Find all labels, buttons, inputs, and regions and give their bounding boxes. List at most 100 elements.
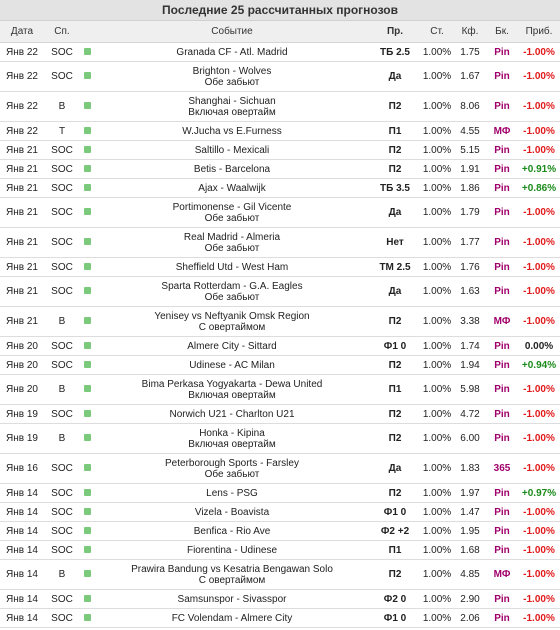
row-bookmaker[interactable]: Pin	[486, 404, 518, 424]
row-bookmaker[interactable]: Pin	[486, 483, 518, 503]
table-row[interactable]: Янв 22 SOC Granada CF - Atl. Madrid ТБ 2.5 1…	[0, 42, 560, 62]
row-event[interactable]: Saltillo - Mexicali	[94, 140, 370, 160]
event-name[interactable]: Udinese - AC Milan	[189, 359, 275, 371]
table-row[interactable]: Янв 16 SOC Peterborough Sports - Farsley Об…	[0, 453, 560, 484]
row-bookmaker[interactable]: Pin	[486, 540, 518, 560]
table-row[interactable]: Янв 14 B Prawira Bandung vs Kesatria Benga…	[0, 559, 560, 590]
row-bookmaker[interactable]: Pin	[486, 159, 518, 179]
event-name[interactable]: Bima Perkasa Yogyakarta - Dewa United	[141, 378, 323, 390]
row-event[interactable]: Brighton - Wolves Обе забьют	[94, 61, 370, 92]
table-row[interactable]: Янв 14 SOC Samsunspor - Sivasspor Ф2 0 1.00%…	[0, 589, 560, 609]
row-bookmaker[interactable]: Pin	[486, 178, 518, 198]
table-row[interactable]: Янв 22 B Shanghai - Sichuan Включая овертай…	[0, 91, 560, 122]
row-event[interactable]: Sheffield Utd - West Ham	[94, 257, 370, 277]
event-name[interactable]: Fiorentina - Udinese	[186, 544, 278, 556]
row-bookmaker[interactable]: МФ	[486, 559, 518, 590]
table-row[interactable]: Янв 20 B Bima Perkasa Yogyakarta - Dewa Un…	[0, 374, 560, 405]
row-bookmaker[interactable]: Pin	[486, 140, 518, 160]
event-name[interactable]: Prawira Bandung vs Kesatria Bengawan Sol…	[131, 563, 333, 575]
table-row[interactable]: Янв 21 SOC Portimonense - Gil Vicente Обе з…	[0, 197, 560, 228]
row-bookmaker[interactable]: Pin	[486, 257, 518, 277]
table-row[interactable]: Янв 14 SOC Fiorentina - Udinese П1 1.00% 1.68…	[0, 540, 560, 560]
event-name[interactable]: Saltillo - Mexicali	[194, 144, 270, 156]
table-row[interactable]: Янв 22 T W.Jucha vs E.Furness П1 1.00% 4.55 МФ…	[0, 121, 560, 141]
row-bookmaker[interactable]: МФ	[486, 306, 518, 337]
row-event[interactable]: Almere City - Sittard	[94, 336, 370, 356]
row-event[interactable]: Samsunspor - Sivasspor	[94, 589, 370, 609]
row-event[interactable]: Prawira Bandung vs Kesatria Bengawan Sol…	[94, 559, 370, 590]
row-event[interactable]: Granada CF - Atl. Madrid	[94, 42, 370, 62]
event-name[interactable]: Benfica - Rio Ave	[193, 525, 271, 537]
row-event[interactable]: Norwich U21 - Charlton U21	[94, 404, 370, 424]
row-event[interactable]: Sparta Rotterdam - G.A. Eagles Обе забьют	[94, 276, 370, 307]
table-row[interactable]: Янв 21 SOC Saltillo - Mexicali П2 1.00% 5.15 P…	[0, 140, 560, 160]
table-row[interactable]: Янв 21 SOC Ajax - Waalwijk ТБ 3.5 1.00% 1.86 P…	[0, 178, 560, 198]
table-row[interactable]: Янв 19 B Honka - Kipina Включая овертайм П2 1…	[0, 423, 560, 454]
row-event[interactable]: Benfica - Rio Ave	[94, 521, 370, 541]
table-row[interactable]: Янв 21 SOC Real Madrid - Almeria Обе забьют…	[0, 227, 560, 258]
table-row[interactable]: Янв 21 SOC Sheffield Utd - West Ham ТМ 2.5 1…	[0, 257, 560, 277]
table-row[interactable]: Янв 14 SOC Lens - PSG П2 1.00% 1.97 Pin +0.97%	[0, 483, 560, 503]
event-name[interactable]: Brighton - Wolves	[192, 65, 272, 77]
row-bookmaker[interactable]: Pin	[486, 42, 518, 62]
event-name[interactable]: Ajax - Waalwijk	[198, 182, 266, 194]
event-name[interactable]: Almere City - Sittard	[187, 340, 277, 352]
row-event[interactable]: Honka - Kipina Включая овертайм	[94, 423, 370, 454]
table-row[interactable]: Янв 21 B Yenisey vs Neftyanik Omsk Region С…	[0, 306, 560, 337]
row-bookmaker[interactable]: Pin	[486, 423, 518, 454]
row-bookmaker[interactable]: Pin	[486, 61, 518, 92]
event-name[interactable]: Vizela - Boavista	[194, 506, 270, 518]
event-name[interactable]: Lens - PSG	[206, 487, 258, 499]
row-event[interactable]: Yenisey vs Neftyanik Omsk Region С оверта…	[94, 306, 370, 337]
table-row[interactable]: Янв 14 SOC Vizela - Boavista Ф1 0 1.00% 1.47 P…	[0, 502, 560, 522]
row-bookmaker[interactable]: Pin	[486, 374, 518, 405]
row-bookmaker[interactable]: Pin	[486, 502, 518, 522]
table-row[interactable]: Янв 14 SOC FC Volendam - Almere City Ф1 0 1.…	[0, 608, 560, 628]
table-row[interactable]: Янв 21 SOC Betis - Barcelona П2 1.00% 1.91 Pin…	[0, 159, 560, 179]
event-name[interactable]: Yenisey vs Neftyanik Omsk Region	[154, 310, 310, 322]
event-name[interactable]: Honka - Kipina	[199, 427, 265, 439]
row-bookmaker[interactable]: Pin	[486, 608, 518, 628]
table-row[interactable]: Янв 20 SOC Udinese - AC Milan П2 1.00% 1.94 Pi…	[0, 355, 560, 375]
row-bookmaker[interactable]: МФ	[486, 121, 518, 141]
event-name[interactable]: Real Madrid - Almeria	[183, 231, 281, 243]
event-name[interactable]: Norwich U21 - Charlton U21	[169, 408, 295, 420]
table-row[interactable]: Янв 22 SOC Brighton - Wolves Обе забьют Да 1.…	[0, 61, 560, 92]
row-bookmaker[interactable]: Pin	[486, 521, 518, 541]
row-event[interactable]: W.Jucha vs E.Furness	[94, 121, 370, 141]
event-name[interactable]: Shanghai - Sichuan	[188, 95, 276, 107]
row-event[interactable]: Portimonense - Gil Vicente Обе забьют	[94, 197, 370, 228]
event-name[interactable]: Portimonense - Gil Vicente	[172, 201, 292, 213]
event-name[interactable]: Betis - Barcelona	[193, 163, 271, 175]
table-row[interactable]: Янв 21 SOC Sparta Rotterdam - G.A. Eagles О…	[0, 276, 560, 307]
row-bookmaker[interactable]: Pin	[486, 336, 518, 356]
row-event[interactable]: FC Volendam - Almere City	[94, 608, 370, 628]
row-bookmaker[interactable]: 365	[486, 453, 518, 484]
row-event[interactable]: Ajax - Waalwijk	[94, 178, 370, 198]
row-bookmaker[interactable]: Pin	[486, 276, 518, 307]
row-bookmaker[interactable]: Pin	[486, 227, 518, 258]
row-event[interactable]: Udinese - AC Milan	[94, 355, 370, 375]
event-name[interactable]: Sheffield Utd - West Ham	[175, 261, 289, 273]
table-row[interactable]: Янв 20 SOC Almere City - Sittard Ф1 0 1.00% 1…	[0, 336, 560, 356]
row-bookmaker[interactable]: Pin	[486, 197, 518, 228]
row-event[interactable]: Fiorentina - Udinese	[94, 540, 370, 560]
event-name[interactable]: W.Jucha vs E.Furness	[182, 125, 282, 137]
row-event[interactable]: Real Madrid - Almeria Обе забьют	[94, 227, 370, 258]
row-event[interactable]: Lens - PSG	[94, 483, 370, 503]
row-bookmaker[interactable]: Pin	[486, 91, 518, 122]
table-row[interactable]: Янв 19 SOC Norwich U21 - Charlton U21 П2 1.0…	[0, 404, 560, 424]
row-bookmaker[interactable]: Pin	[486, 355, 518, 375]
row-event[interactable]: Shanghai - Sichuan Включая овертайм	[94, 91, 370, 122]
row-event[interactable]: Betis - Barcelona	[94, 159, 370, 179]
row-event[interactable]: Peterborough Sports - Farsley Обе забьют	[94, 453, 370, 484]
row-event[interactable]: Bima Perkasa Yogyakarta - Dewa United Вкл…	[94, 374, 370, 405]
row-event[interactable]: Vizela - Boavista	[94, 502, 370, 522]
event-name[interactable]: Granada CF - Atl. Madrid	[176, 46, 288, 58]
event-name[interactable]: Sparta Rotterdam - G.A. Eagles	[161, 280, 303, 292]
event-name[interactable]: FC Volendam - Almere City	[171, 612, 293, 624]
event-name[interactable]: Samsunspor - Sivasspor	[177, 593, 287, 605]
event-name[interactable]: Peterborough Sports - Farsley	[165, 457, 299, 469]
table-row[interactable]: Янв 14 SOC Benfica - Rio Ave Ф2 +2 1.00% 1.95…	[0, 521, 560, 541]
row-bookmaker[interactable]: Pin	[486, 589, 518, 609]
